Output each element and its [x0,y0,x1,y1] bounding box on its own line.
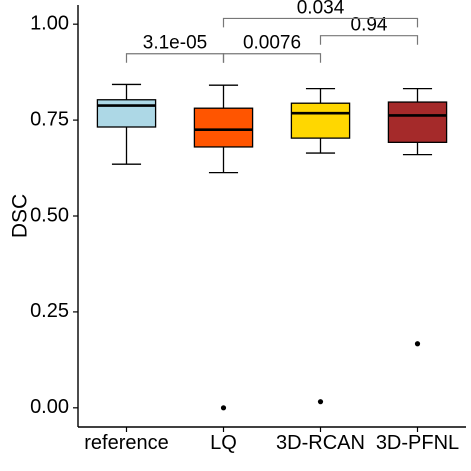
outlier-point [414,341,421,347]
y-ticks: 0.00 0.25 0.50 0.75 1.00 [30,12,78,418]
iqr-box [290,102,351,139]
x-tick-label: LQ [210,432,237,454]
box-3d-pfnl [387,87,448,347]
axes [77,5,466,428]
bracket-line [125,53,225,63]
p-value-label: 0.0076 [243,33,301,54]
y-tick-label: 0.75 [30,108,69,130]
comparison-bracket: 0.94 [319,15,419,45]
significance-brackets: 3.1e-05 0.0076 0.94 0.034 [125,0,419,63]
y-tick-label: 0.50 [30,204,69,226]
p-value-label: 3.1e-05 [143,33,207,54]
comparison-bracket: 3.1e-05 [125,33,225,63]
y-tick-label: 0.00 [30,396,69,418]
box-lq [193,84,254,411]
y-axis-title: DSC [9,194,32,238]
iqr-box [387,101,448,143]
box-reference [96,83,157,165]
x-tick-label: 3D-PFNL [376,432,459,454]
x-tick-label: reference [84,432,169,454]
box-3d-rcan [290,87,351,405]
bracket-line [222,53,322,63]
x-tick-label: 3D-RCAN [276,432,365,454]
comparison-bracket: 0.0076 [222,33,322,63]
x-ticks: reference LQ 3D-RCAN 3D-PFNL [84,427,459,454]
bracket-line [319,35,419,45]
p-value-label: 0.034 [297,0,345,18]
box-group [96,83,448,411]
y-tick-label: 0.25 [30,300,69,322]
iqr-box [96,99,157,128]
iqr-box [193,107,254,148]
p-value-label: 0.94 [351,15,388,36]
outlier-point [317,399,324,405]
outlier-point [220,405,227,411]
y-tick-label: 1.00 [30,12,69,34]
bracket-line [222,17,419,28]
comparison-bracket: 0.034 [222,0,419,28]
